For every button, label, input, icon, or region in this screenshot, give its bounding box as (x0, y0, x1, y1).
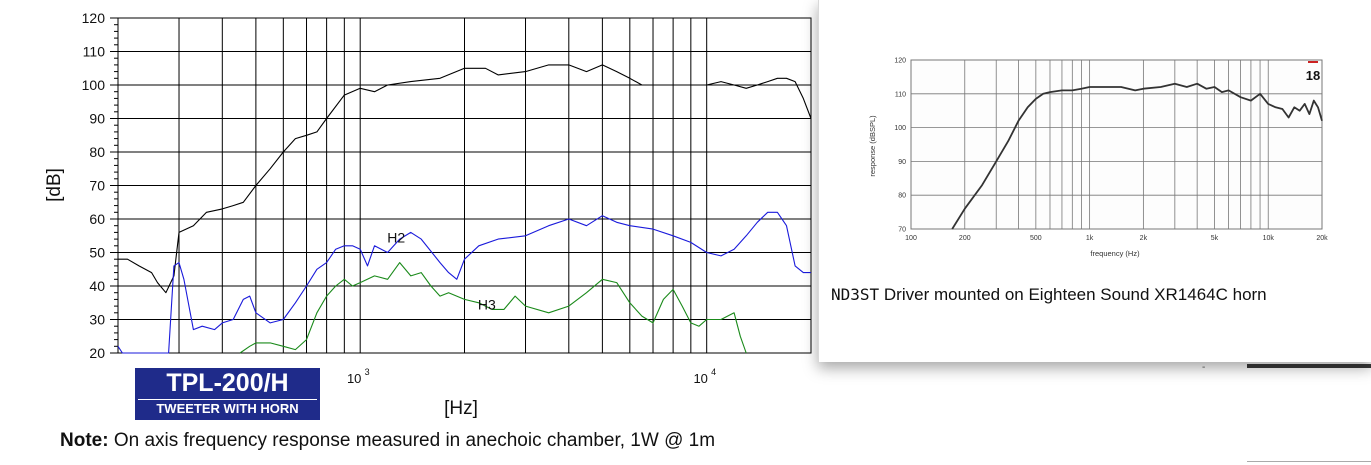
main-x-tick-exponent: 4 (711, 367, 716, 377)
inset-chart-series (951, 82, 1323, 230)
inset-y-tick-label: 80 (898, 193, 906, 200)
inset-x-tick-label: 100 (905, 235, 917, 242)
main-x-axis-label: [Hz] (444, 398, 478, 419)
inset-x-tick-label: 20k (1316, 235, 1328, 242)
image-popup[interactable]: 70 80 90 100 110 120 100 200 500 1k 2k 5k 10k 20k re… (818, 0, 1371, 362)
inset-frequency-chart: 70 80 90 100 110 120 100 200 500 1k 2k 5k 10k 20k re… (868, 58, 1328, 259)
main-chart-x-ticks: 10 3 10 4 (347, 367, 716, 386)
main-y-tick-label: 100 (82, 77, 106, 93)
inset-chart-grid (910, 59, 1323, 230)
inset-x-tick-label: 1k (1086, 235, 1094, 242)
inset-x-tick-label: 200 (959, 235, 971, 242)
tpl-200-logo: TPL-200/H TWEETER WITH HORN (135, 368, 320, 420)
inset-chart-x-ticks: 100 200 500 1k 2k 5k 10k 20k (905, 235, 1328, 242)
caption-model: ND3ST (831, 285, 880, 304)
main-chart-y-ticks: 20 30 40 50 60 70 80 90 100 110 120 (82, 10, 118, 361)
main-series-line-0 (118, 64, 812, 294)
note-text: On axis frequency response measured in a… (108, 430, 716, 451)
inset-y-tick-label: 120 (894, 58, 906, 65)
inset-y-tick-label: 100 (894, 125, 906, 132)
inset-x-tick-label: 5k (1211, 235, 1219, 242)
caption-text: Driver mounted on Eighteen Sound XR1464C… (879, 285, 1267, 304)
inset-plot-frame (910, 59, 1323, 230)
note-label: Note: (60, 430, 109, 451)
eighteen-sound-badge-bar (1308, 61, 1318, 63)
main-annotation-label: H3 (478, 296, 496, 312)
inset-y-tick-label: 110 (895, 91, 906, 98)
main-series-line-1 (117, 211, 811, 354)
inset-series-line-0 (951, 82, 1323, 230)
main-chart-annotations: H2 H3 (387, 229, 496, 312)
eighteen-sound-badge: 18 (1306, 68, 1320, 83)
main-y-tick-label: 120 (82, 10, 106, 26)
main-y-axis-label: [dB] (44, 168, 65, 202)
inset-chart-y-ticks: 70 80 90 100 110 120 (894, 58, 906, 234)
popup-caption: ND3ST Driver mounted on Eighteen Sound X… (831, 285, 1267, 305)
background-divider-thin (1247, 461, 1371, 462)
inset-y-axis-label: response (dBSPL) (868, 115, 877, 177)
main-x-tick-label: 10 (693, 371, 707, 386)
main-chart-grid (117, 17, 812, 354)
main-y-tick-label: 20 (89, 345, 105, 361)
main-annotation-label: H2 (387, 229, 405, 245)
main-y-tick-label: 80 (89, 144, 105, 160)
inset-x-tick-label: 10k (1263, 235, 1275, 242)
background-divider (1247, 364, 1371, 368)
main-series-line-2 (239, 262, 747, 354)
inset-x-tick-label: 500 (1030, 235, 1042, 242)
logo-subtitle: TWEETER WITH HORN (138, 399, 317, 417)
inset-y-tick-label: 70 (898, 227, 906, 234)
measurement-note: Note: On axis frequency response measure… (60, 430, 715, 452)
main-y-tick-label: 60 (89, 211, 105, 227)
main-x-tick-label: 10 (347, 371, 361, 386)
background-mark: - (1202, 362, 1206, 373)
main-y-tick-label: 40 (89, 278, 105, 294)
inset-x-axis-label: frequency (Hz) (1090, 249, 1140, 258)
main-y-tick-label: 30 (89, 312, 105, 328)
inset-x-tick-label: 2k (1140, 235, 1148, 242)
main-y-tick-label: 50 (89, 245, 105, 261)
main-x-tick-exponent: 3 (365, 367, 370, 377)
main-y-tick-label: 70 (89, 178, 105, 194)
main-y-tick-label: 90 (89, 111, 105, 127)
inset-y-tick-label: 90 (898, 159, 906, 166)
main-frequency-chart: 20 30 40 50 60 70 80 90 100 110 120 10 3 10 4 H2 H3 [d… (44, 10, 812, 419)
main-chart-series (117, 64, 812, 354)
main-y-tick-label: 110 (83, 44, 106, 60)
logo-model: TPL-200/H (166, 369, 289, 397)
